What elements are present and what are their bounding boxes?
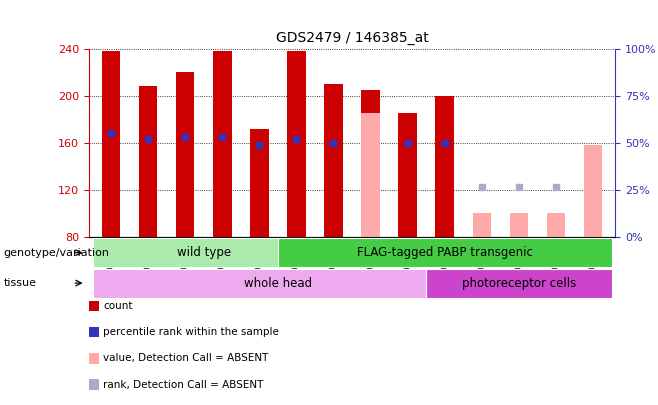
Bar	[398, 113, 417, 237]
Text: wild type: wild type	[177, 246, 231, 259]
Bar	[93, 269, 463, 298]
Bar	[139, 86, 157, 237]
Bar	[509, 213, 528, 237]
Bar	[250, 129, 268, 237]
Bar	[93, 238, 315, 267]
Bar	[213, 51, 232, 237]
Bar	[584, 145, 602, 237]
Bar	[472, 213, 491, 237]
Title: GDS2479 / 146385_at: GDS2479 / 146385_at	[276, 31, 428, 45]
Text: rank, Detection Call = ABSENT: rank, Detection Call = ABSENT	[103, 380, 264, 390]
Bar	[426, 269, 611, 298]
Bar	[361, 113, 380, 237]
Bar	[361, 90, 380, 237]
Text: whole head: whole head	[244, 277, 312, 290]
Bar	[278, 238, 611, 267]
Bar	[287, 51, 306, 237]
Text: count: count	[103, 301, 133, 311]
Text: value, Detection Call = ABSENT: value, Detection Call = ABSENT	[103, 354, 268, 363]
Bar	[176, 72, 195, 237]
Text: percentile rank within the sample: percentile rank within the sample	[103, 327, 279, 337]
Text: photoreceptor cells: photoreceptor cells	[462, 277, 576, 290]
Text: FLAG-tagged PABP transgenic: FLAG-tagged PABP transgenic	[357, 246, 532, 259]
Bar	[102, 51, 120, 237]
Bar	[324, 84, 343, 237]
Text: tissue: tissue	[3, 278, 36, 288]
Text: genotype/variation: genotype/variation	[3, 248, 109, 258]
Bar	[547, 213, 565, 237]
Bar	[436, 96, 454, 237]
